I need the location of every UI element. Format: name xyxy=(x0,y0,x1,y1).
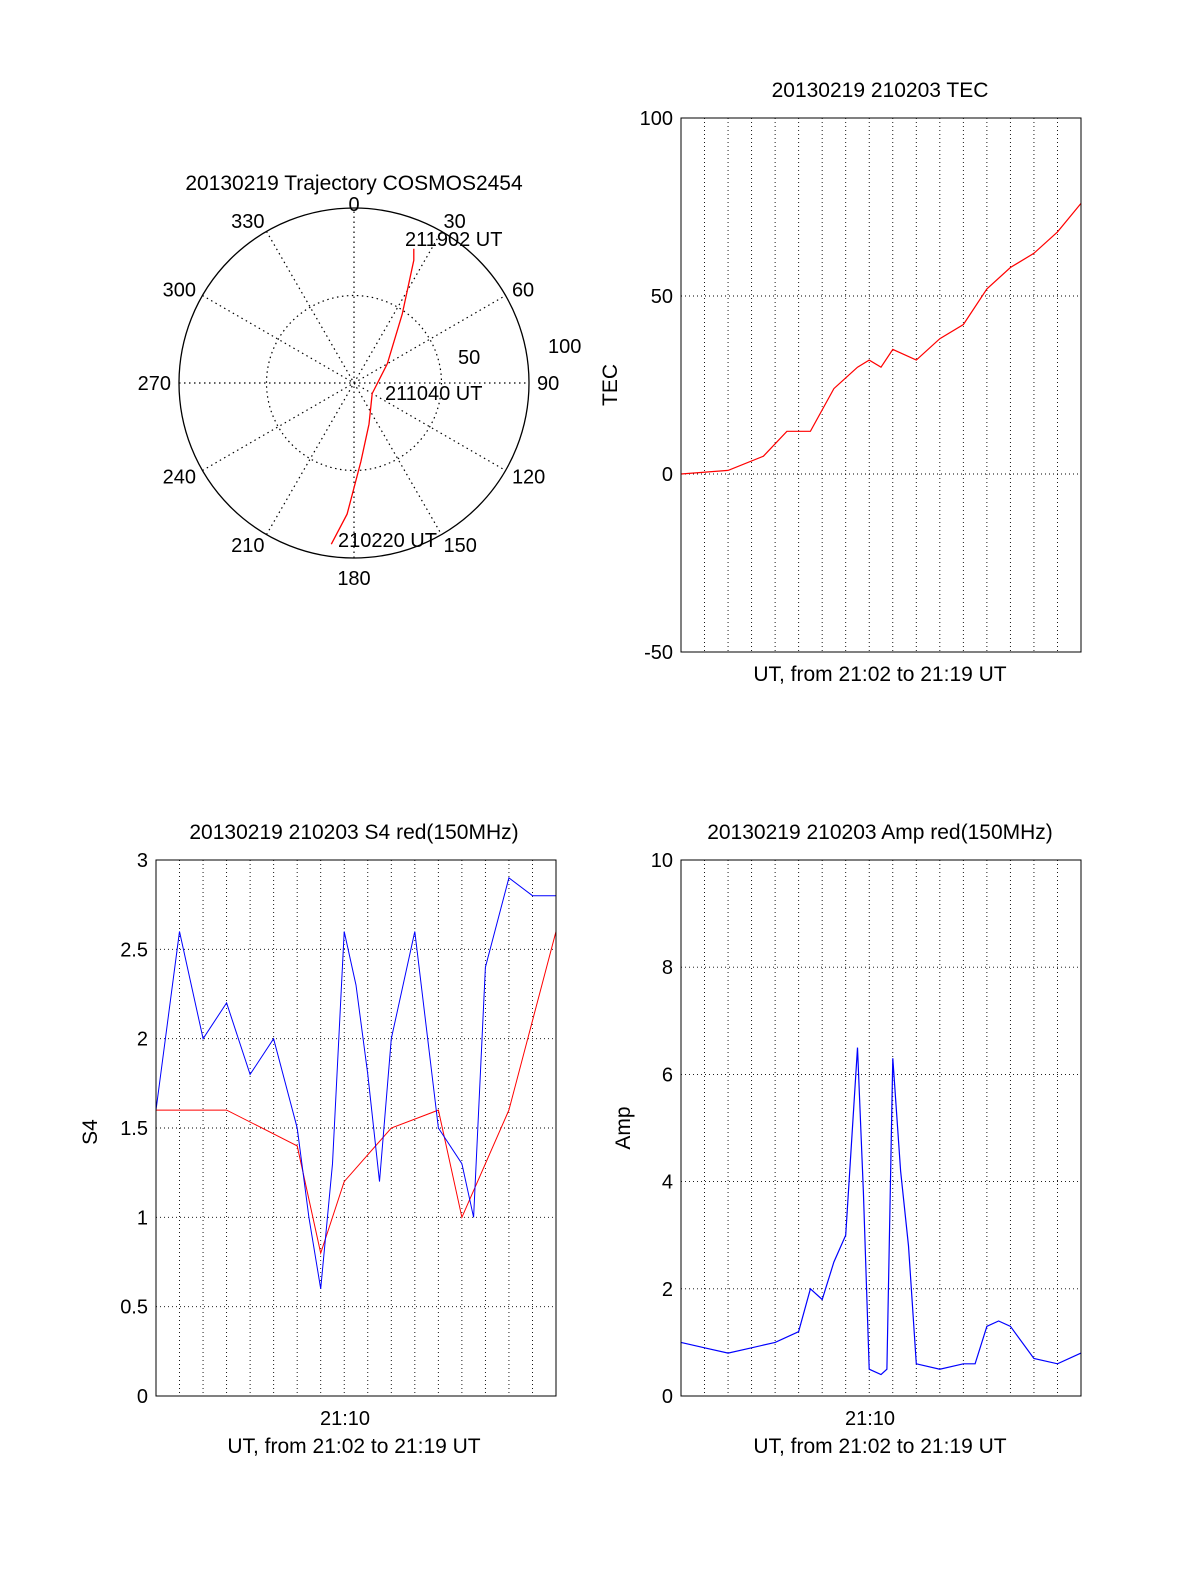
s4-y-ticks: 0 0.5 1 1.5 2 2.5 3 xyxy=(120,850,148,1408)
amp-y-ticks: 0 2 4 6 8 10 xyxy=(651,850,673,1408)
angle-label-270: 270 xyxy=(138,373,171,395)
s4-panel: 20130219 210203 S4 red(150MHz) 0 0.5 1 1.5 2… xyxy=(79,821,557,1458)
tec-x-axis-label: UT, from 21:02 to 21:19 UT xyxy=(753,663,1006,686)
tec-y-axis-label: TEC xyxy=(599,364,622,406)
amp-y-tick-label: 2 xyxy=(662,1279,673,1301)
tec-y-tick-label: -50 xyxy=(644,642,673,664)
amp-y-tick-label: 6 xyxy=(662,1064,673,1086)
s4-plot-frame xyxy=(155,859,557,1397)
s4-series-red xyxy=(156,931,557,1255)
annotation-211902: 211902 UT xyxy=(405,229,502,251)
s4-y-tick-label: 0.5 xyxy=(120,1297,148,1319)
angle-label-0: 0 xyxy=(348,194,359,216)
polar-spoke-150 xyxy=(265,231,443,535)
angle-label-210: 210 xyxy=(231,535,264,557)
tec-panel: 20130219 210203 TEC -50 0 50 100 TEC UT, fr… xyxy=(599,79,1082,686)
amp-y-tick-label: 8 xyxy=(662,957,673,979)
amp-y-axis-label: Amp xyxy=(612,1106,635,1149)
angle-label-180: 180 xyxy=(337,568,370,590)
amp-y-tick-label: 0 xyxy=(662,1386,673,1408)
angle-label-90: 90 xyxy=(537,373,559,395)
s4-x-tick-2110: 21:10 xyxy=(320,1408,370,1430)
angle-label-330: 330 xyxy=(231,211,264,233)
trajectory-track xyxy=(330,248,415,545)
radius-label-100: 100 xyxy=(548,336,581,358)
polar-trajectory-panel: 20130219 Trajectory COSMOS2454 0 30 60 90 12… xyxy=(138,172,582,590)
amp-series-line xyxy=(680,1047,1082,1376)
s4-x-axis-label: UT, from 21:02 to 21:19 UT xyxy=(227,1435,480,1458)
amp-x-tick-2110: 21:10 xyxy=(845,1408,895,1430)
s4-title: 20130219 210203 S4 red(150MHz) xyxy=(189,821,518,844)
tec-y-tick-label: 0 xyxy=(662,464,673,486)
angle-label-150: 150 xyxy=(444,535,477,557)
polar-grid xyxy=(179,208,529,558)
s4-y-axis-label: S4 xyxy=(79,1119,102,1145)
s4-series-blue xyxy=(155,877,556,1289)
tec-grid xyxy=(681,118,1081,652)
tec-title: 20130219 210203 TEC xyxy=(772,79,989,102)
s4-y-tick-label: 1 xyxy=(137,1207,148,1229)
annotation-211040: 211040 UT xyxy=(385,383,482,405)
amp-grid xyxy=(681,860,1081,1396)
tec-y-tick-label: 100 xyxy=(640,108,673,130)
angle-label-240: 240 xyxy=(163,467,196,489)
s4-grid xyxy=(156,860,556,1396)
angle-label-60: 60 xyxy=(512,280,534,302)
angle-label-120: 120 xyxy=(512,467,545,489)
tec-series-line xyxy=(680,203,1082,475)
s4-y-tick-label: 0 xyxy=(137,1386,148,1408)
s4-y-tick-label: 1.5 xyxy=(120,1118,148,1140)
tec-y-ticks: -50 0 50 100 xyxy=(640,108,673,664)
polar-labels: 0 30 60 90 120 150 180 210 240 270 300 330 xyxy=(138,194,560,590)
s4-y-tick-label: 3 xyxy=(137,850,148,872)
s4-y-tick-label: 2.5 xyxy=(120,939,148,961)
angle-label-300: 300 xyxy=(163,280,196,302)
amp-x-axis-label: UT, from 21:02 to 21:19 UT xyxy=(753,1435,1006,1458)
annotation-210220: 210220 UT xyxy=(338,530,437,552)
tec-plot-frame xyxy=(680,117,1082,653)
amp-y-tick-label: 10 xyxy=(651,850,673,872)
s4-y-tick-label: 2 xyxy=(137,1029,148,1051)
tec-y-tick-label: 50 xyxy=(651,286,673,308)
amp-panel: 20130219 210203 Amp red(150MHz) 0246810 … xyxy=(612,821,1082,1458)
radius-label-50: 50 xyxy=(458,347,480,369)
polar-ring-50 xyxy=(265,294,443,472)
amp-y-tick-label: 4 xyxy=(662,1172,673,1194)
angle-label-30: 30 xyxy=(444,211,466,233)
amp-title: 20130219 210203 Amp red(150MHz) xyxy=(707,821,1053,844)
amp-plot-frame xyxy=(680,859,1082,1397)
polar-title: 20130219 Trajectory COSMOS2454 xyxy=(185,172,523,195)
